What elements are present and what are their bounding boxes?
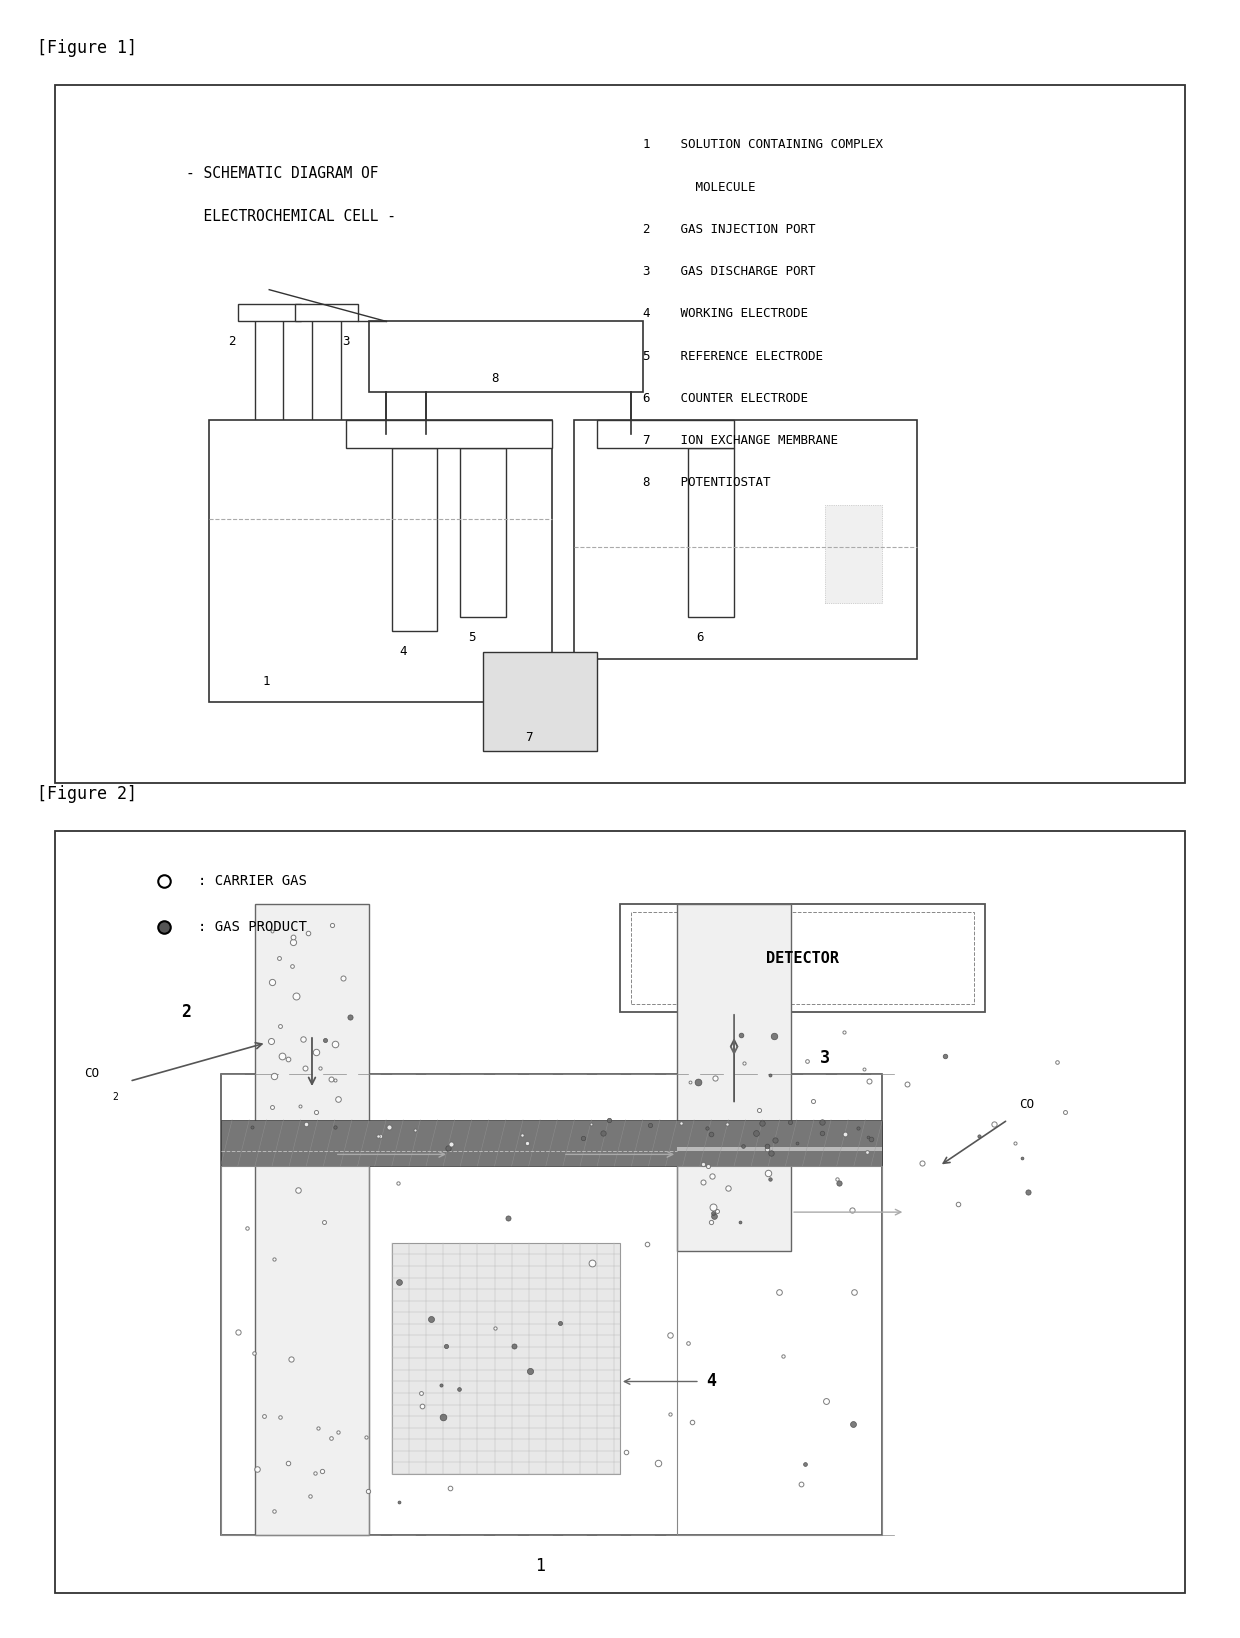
Text: ELECTROCHEMICAL CELL -: ELECTROCHEMICAL CELL - xyxy=(186,208,397,224)
Text: 2    GAS INJECTION PORT: 2 GAS INJECTION PORT xyxy=(642,223,816,236)
Text: 4: 4 xyxy=(707,1373,717,1391)
Text: : CARRIER GAS: : CARRIER GAS xyxy=(198,875,306,888)
Bar xyxy=(295,303,357,321)
Text: 8: 8 xyxy=(491,372,498,385)
Text: : GAS PRODUCT: : GAS PRODUCT xyxy=(198,921,306,934)
Bar xyxy=(370,321,642,391)
Bar xyxy=(238,303,300,321)
Text: 5    REFERENCE ELECTRODE: 5 REFERENCE ELECTRODE xyxy=(642,349,823,362)
Text: 4    WORKING ELECTRODE: 4 WORKING ELECTRODE xyxy=(642,308,807,321)
Bar xyxy=(688,449,734,618)
Text: 3    GAS DISCHARGE PORT: 3 GAS DISCHARGE PORT xyxy=(642,265,816,278)
Bar xyxy=(221,1120,883,1166)
Bar xyxy=(312,308,341,519)
Bar xyxy=(460,449,506,618)
Text: MOLECULE: MOLECULE xyxy=(642,180,755,193)
Bar xyxy=(677,1147,883,1150)
Bar xyxy=(484,652,598,750)
Bar xyxy=(346,419,552,449)
Bar xyxy=(598,419,734,449)
Text: 2: 2 xyxy=(228,336,236,349)
Bar xyxy=(255,308,284,519)
Text: 2: 2 xyxy=(181,1002,191,1020)
Text: [Figure 1]: [Figure 1] xyxy=(37,39,138,57)
Bar xyxy=(255,904,370,1535)
Bar xyxy=(392,1243,620,1474)
Text: 5: 5 xyxy=(467,631,475,644)
Text: 7: 7 xyxy=(525,731,532,744)
Bar xyxy=(210,419,552,701)
Text: DETECTOR: DETECTOR xyxy=(766,950,839,965)
Text: 4: 4 xyxy=(399,645,407,658)
Bar xyxy=(392,449,438,631)
Text: 3: 3 xyxy=(342,336,350,349)
Bar xyxy=(677,1166,883,1535)
Text: CO: CO xyxy=(1019,1097,1034,1111)
Bar xyxy=(221,1166,370,1535)
Text: 8    POTENTIOSTAT: 8 POTENTIOSTAT xyxy=(642,477,770,490)
Bar xyxy=(574,419,916,660)
Bar xyxy=(677,904,791,1251)
Text: 3: 3 xyxy=(821,1050,831,1066)
Bar xyxy=(221,1073,883,1535)
Text: 2: 2 xyxy=(113,1091,118,1102)
Text: 6    COUNTER ELECTRODE: 6 COUNTER ELECTRODE xyxy=(642,391,807,405)
Text: 6: 6 xyxy=(696,631,703,644)
Text: 1    SOLUTION CONTAINING COMPLEX: 1 SOLUTION CONTAINING COMPLEX xyxy=(642,138,883,151)
Text: 1: 1 xyxy=(263,675,270,688)
Text: 7    ION EXCHANGE MEMBRANE: 7 ION EXCHANGE MEMBRANE xyxy=(642,434,838,447)
Text: - SCHEMATIC DIAGRAM OF: - SCHEMATIC DIAGRAM OF xyxy=(186,167,379,182)
Text: 1: 1 xyxy=(536,1558,546,1576)
Text: CO: CO xyxy=(84,1066,99,1079)
Bar xyxy=(631,912,973,1004)
Text: [Figure 2]: [Figure 2] xyxy=(37,785,138,803)
Bar xyxy=(620,904,985,1012)
Bar xyxy=(826,505,883,603)
